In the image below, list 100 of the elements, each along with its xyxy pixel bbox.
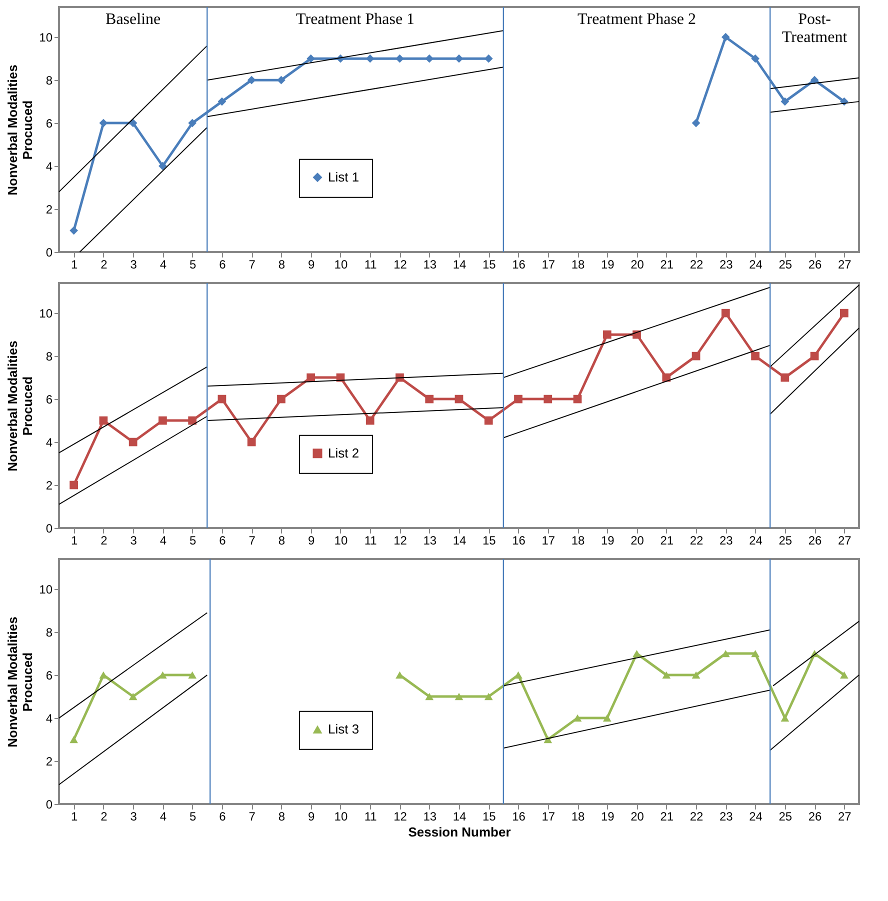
x-tick-label: 19 <box>600 810 615 824</box>
y-tick-label: 2 <box>46 202 53 217</box>
x-tick-label: 20 <box>630 810 644 824</box>
x-tick-label: 2 <box>100 810 108 824</box>
x-tick-label: 3 <box>130 534 138 548</box>
x-tick-label: 15 <box>482 810 496 824</box>
x-tick-label: 5 <box>189 258 196 272</box>
x-tick-label: 9 <box>308 534 316 548</box>
legend-label: List 1 <box>328 169 360 184</box>
x-tick-label: 12 <box>394 534 408 548</box>
annotation: Post-Treatment <box>782 11 848 46</box>
x-tick-label: 19 <box>600 258 615 272</box>
x-tick-label: 15 <box>482 534 496 548</box>
y-tick-label: 10 <box>39 306 53 321</box>
x-tick-label: 9 <box>308 258 316 272</box>
x-tick-label: 13 <box>423 258 437 272</box>
x-tick-label: 12 <box>394 258 408 272</box>
y-tick-label: 6 <box>46 668 53 683</box>
x-tick-label: 2 <box>100 258 108 272</box>
y-tick-label: 8 <box>46 626 53 640</box>
x-tick-label: 21 <box>660 810 674 824</box>
x-tick-label: 9 <box>308 810 316 824</box>
annotation: Treatment Phase 1 <box>296 11 415 28</box>
x-tick-label: 21 <box>660 534 674 548</box>
x-tick-label: 24 <box>749 534 763 548</box>
x-tick-label: 27 <box>838 534 852 548</box>
x-tick-label: 22 <box>690 534 704 548</box>
legend-label: List 3 <box>328 721 360 736</box>
x-tick-label: 25 <box>778 258 792 272</box>
y-tick-label: 10 <box>39 582 53 597</box>
x-tick-label: 8 <box>278 810 286 824</box>
x-tick-label: 17 <box>542 534 556 548</box>
x-tick-label: 26 <box>808 810 822 824</box>
x-tick-label: 16 <box>512 534 526 548</box>
x-tick-label: 14 <box>452 810 466 824</box>
x-tick-label: 26 <box>808 258 822 272</box>
y-tick-label: 4 <box>46 436 53 450</box>
x-tick-label: 8 <box>278 258 286 272</box>
y-tick-label: 4 <box>46 712 53 726</box>
x-tick-label: 10 <box>334 258 348 272</box>
x-tick-label: 3 <box>130 258 138 272</box>
x-tick-label: 4 <box>160 534 167 548</box>
y-tick-label: 2 <box>46 754 53 769</box>
x-tick-label: 4 <box>160 258 167 272</box>
y-tick-label: 6 <box>46 116 53 131</box>
x-tick-label: 24 <box>749 258 763 272</box>
x-tick-label: 22 <box>690 258 704 272</box>
x-tick-label: 20 <box>630 534 644 548</box>
x-tick-label: 20 <box>630 258 644 272</box>
y-tick-label: 4 <box>46 160 53 174</box>
x-tick-label: 17 <box>542 810 556 824</box>
x-tick-label: 5 <box>189 534 196 548</box>
x-tick-label: 26 <box>808 534 822 548</box>
y-tick-label: 0 <box>46 246 53 260</box>
y-tick-label: 6 <box>46 392 53 407</box>
y-tick-label: 10 <box>39 30 53 45</box>
x-tick-label: 6 <box>219 258 226 272</box>
y-tick-label: 2 <box>46 478 53 493</box>
annotation: Baseline <box>106 11 161 28</box>
y-axis-title: Nonverbal Modalities Procuced <box>5 64 36 196</box>
x-tick-label: 3 <box>130 810 138 824</box>
x-tick-label: 14 <box>452 534 466 548</box>
y-tick-label: 0 <box>46 798 53 812</box>
x-tick-label: 27 <box>838 258 852 272</box>
x-tick-label: 4 <box>160 810 167 824</box>
x-tick-label: 1 <box>70 534 78 548</box>
x-tick-label: 18 <box>571 534 586 548</box>
x-tick-label: 27 <box>838 810 852 824</box>
x-tick-label: 1 <box>70 258 78 272</box>
x-tick-label: 11 <box>364 258 378 272</box>
x-tick-label: 6 <box>219 810 226 824</box>
x-tick-label: 13 <box>423 810 437 824</box>
x-tick-label: 12 <box>394 810 408 824</box>
x-tick-label: 13 <box>423 534 437 548</box>
x-tick-label: 10 <box>334 810 348 824</box>
x-tick-label: 24 <box>749 810 763 824</box>
x-tick-label: 6 <box>219 534 226 548</box>
y-tick-label: 8 <box>46 74 53 88</box>
x-tick-label: 16 <box>512 258 526 272</box>
x-tick-label: 15 <box>482 258 496 272</box>
x-tick-label: 23 <box>719 534 734 548</box>
x-tick-label: 11 <box>364 810 378 824</box>
y-axis-title: Nonverbal Modalities Procuced <box>5 340 36 472</box>
x-tick-label: 18 <box>571 810 586 824</box>
x-tick-label: 23 <box>719 258 734 272</box>
y-axis-title: Nonverbal Modalities Procuced <box>5 616 36 748</box>
legend-label: List 2 <box>328 445 360 460</box>
x-tick-label: 14 <box>452 258 466 272</box>
x-tick-label: 5 <box>189 810 196 824</box>
x-axis-title: Session Number <box>408 824 511 840</box>
x-tick-label: 18 <box>571 258 586 272</box>
x-tick-label: 25 <box>778 810 792 824</box>
y-tick-label: 8 <box>46 350 53 364</box>
annotation: Treatment Phase 2 <box>578 11 696 28</box>
x-tick-label: 21 <box>660 258 674 272</box>
x-tick-label: 16 <box>512 810 526 824</box>
x-tick-label: 22 <box>690 810 704 824</box>
x-tick-label: 8 <box>278 534 286 548</box>
x-tick-label: 1 <box>70 810 78 824</box>
x-tick-label: 25 <box>778 534 792 548</box>
